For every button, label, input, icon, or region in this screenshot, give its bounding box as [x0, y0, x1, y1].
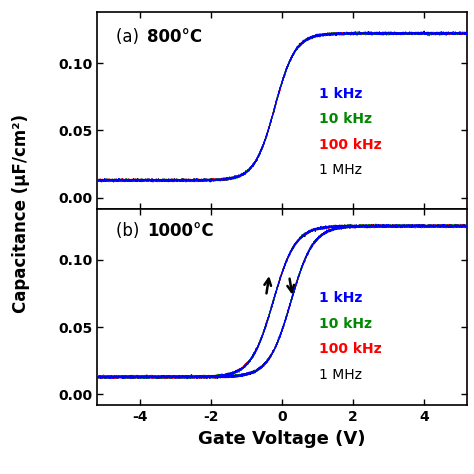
Text: 100 kHz: 100 kHz [319, 138, 382, 152]
Text: 1000°C: 1000°C [147, 222, 214, 240]
Text: 1 kHz: 1 kHz [319, 87, 363, 100]
Text: 800°C: 800°C [147, 27, 202, 46]
Text: (b): (b) [116, 222, 144, 240]
Text: 1 MHz: 1 MHz [319, 164, 362, 177]
Text: (a): (a) [116, 27, 144, 46]
Text: 1 kHz: 1 kHz [319, 291, 363, 305]
Text: 1 MHz: 1 MHz [319, 368, 362, 382]
Text: 10 kHz: 10 kHz [319, 317, 372, 331]
Text: Capacitance (μF/cm²): Capacitance (μF/cm²) [12, 114, 30, 313]
Text: 100 kHz: 100 kHz [319, 342, 382, 356]
Text: 10 kHz: 10 kHz [319, 112, 372, 126]
X-axis label: Gate Voltage (V): Gate Voltage (V) [198, 430, 366, 447]
